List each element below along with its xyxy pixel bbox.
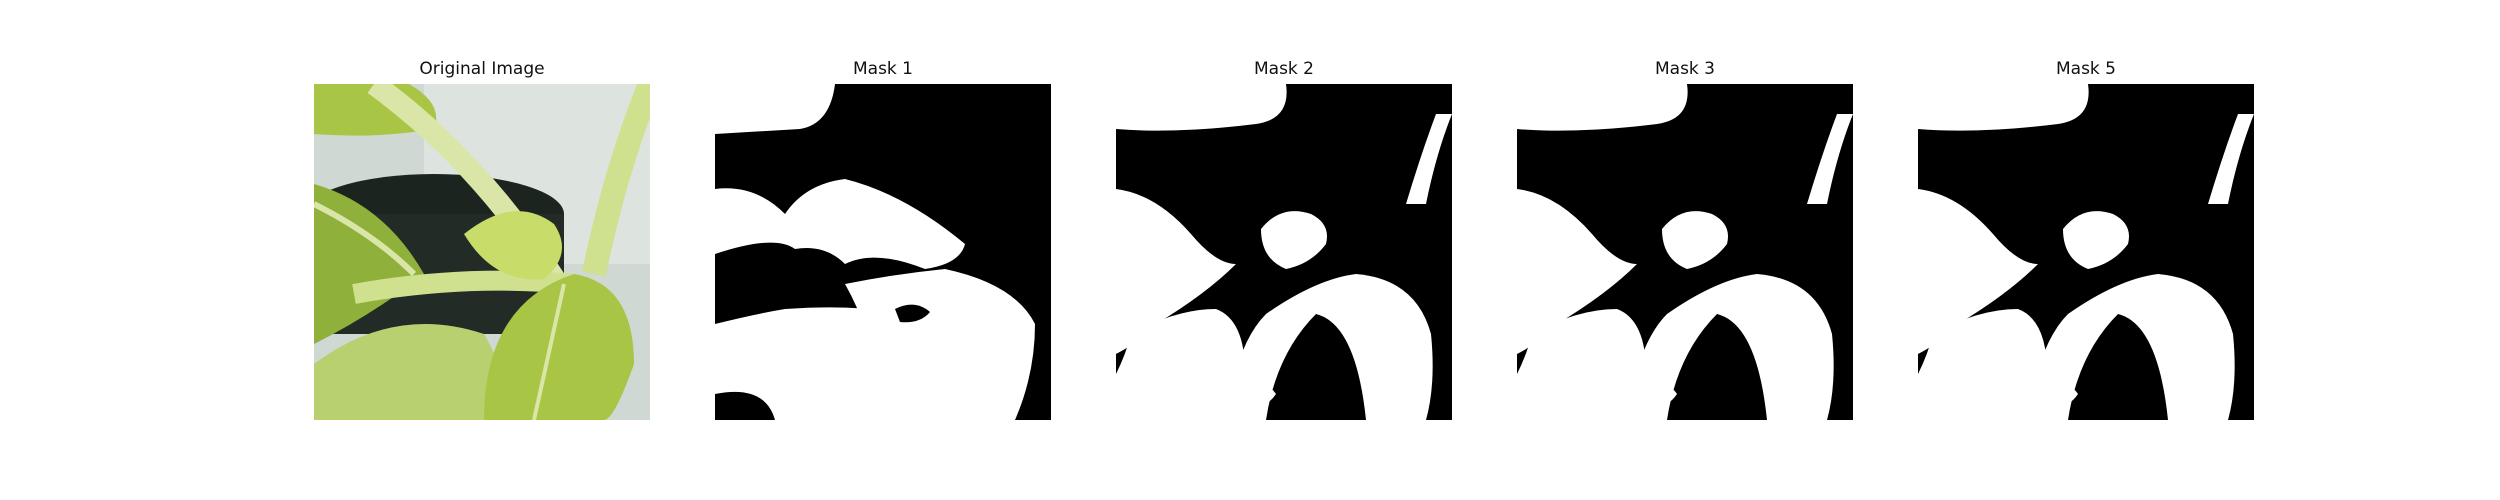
panel-title: Mask 2 <box>1253 59 1314 79</box>
panel-title: Mask 3 <box>1654 59 1715 79</box>
mask-image <box>1517 84 1853 420</box>
panel-title: Original Image <box>419 59 545 79</box>
mask-image <box>715 84 1051 420</box>
mask-image <box>1918 84 2254 420</box>
panel-title: Mask 5 <box>2055 59 2116 79</box>
original-photo <box>314 84 650 420</box>
panel-title: Mask 1 <box>852 59 913 79</box>
mask-image <box>1116 84 1452 420</box>
